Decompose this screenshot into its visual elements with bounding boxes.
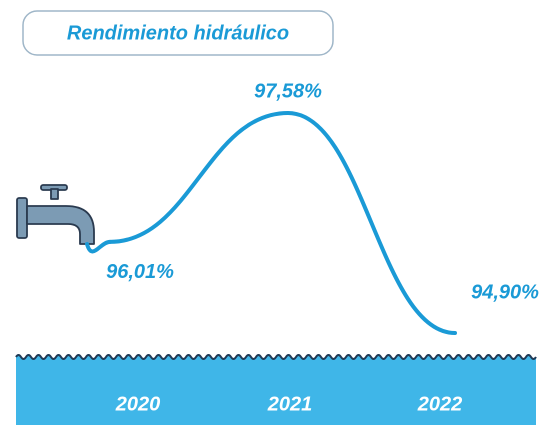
line bbox=[108, 110, 457, 335]
x-tick-label: 2021 bbox=[267, 393, 313, 415]
value-label: 96,01% bbox=[106, 261, 174, 283]
water-band bbox=[16, 355, 536, 425]
x-tick-label: 2020 bbox=[115, 393, 161, 415]
faucet-stream bbox=[85, 239, 112, 254]
faucet bbox=[16, 184, 95, 245]
x-tick-label: 2022 bbox=[417, 393, 463, 415]
chart-title: Rendimiento hidráulico bbox=[67, 22, 289, 44]
title-pill bbox=[22, 10, 334, 56]
value-label: 97,58% bbox=[254, 80, 322, 102]
water-line bbox=[15, 354, 537, 360]
value-label: 94,90% bbox=[471, 281, 539, 303]
water bbox=[15, 354, 537, 425]
